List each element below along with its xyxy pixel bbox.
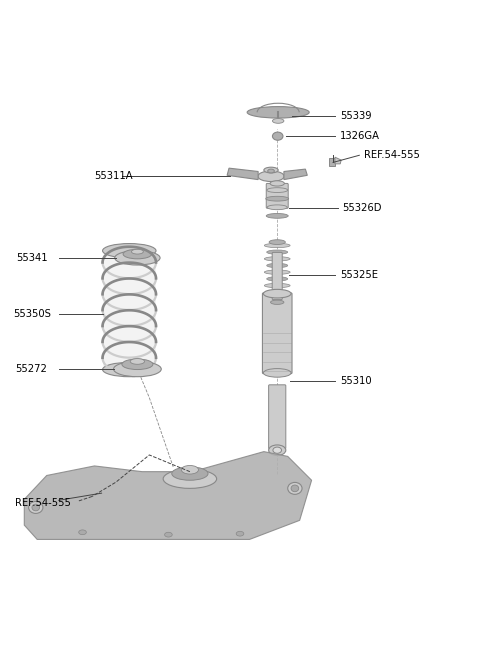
Text: 55341: 55341 (16, 253, 48, 263)
Ellipse shape (264, 270, 290, 275)
Ellipse shape (264, 369, 291, 377)
Ellipse shape (267, 188, 288, 193)
FancyBboxPatch shape (269, 385, 286, 449)
Ellipse shape (130, 359, 144, 364)
Ellipse shape (258, 171, 284, 181)
Ellipse shape (132, 249, 144, 254)
FancyBboxPatch shape (266, 183, 288, 208)
Ellipse shape (266, 214, 288, 218)
Ellipse shape (103, 244, 156, 258)
Ellipse shape (264, 167, 278, 173)
Text: 55311A: 55311A (95, 171, 133, 181)
Polygon shape (227, 168, 258, 179)
Ellipse shape (273, 118, 284, 124)
Text: 55339: 55339 (340, 111, 372, 121)
Polygon shape (284, 169, 307, 179)
Polygon shape (24, 451, 312, 539)
Bar (103, 254, 156, 366)
Ellipse shape (115, 251, 160, 265)
Polygon shape (335, 157, 341, 164)
Polygon shape (329, 158, 335, 166)
Text: 55350S: 55350S (13, 309, 51, 319)
Ellipse shape (267, 290, 288, 294)
Ellipse shape (264, 297, 290, 301)
Ellipse shape (236, 532, 244, 536)
Ellipse shape (264, 243, 290, 248)
Ellipse shape (269, 240, 285, 244)
Ellipse shape (79, 530, 86, 535)
Ellipse shape (123, 249, 152, 259)
FancyBboxPatch shape (272, 252, 282, 300)
Ellipse shape (165, 532, 172, 537)
Ellipse shape (269, 445, 286, 455)
Text: 55272: 55272 (15, 364, 47, 374)
Ellipse shape (268, 169, 275, 173)
Ellipse shape (172, 467, 208, 480)
FancyBboxPatch shape (263, 293, 292, 374)
Ellipse shape (247, 106, 309, 118)
Ellipse shape (122, 359, 153, 369)
Ellipse shape (267, 277, 288, 281)
Ellipse shape (114, 361, 161, 376)
Ellipse shape (291, 485, 299, 491)
Ellipse shape (267, 250, 288, 254)
Ellipse shape (273, 132, 283, 140)
Text: 55325E: 55325E (340, 269, 378, 280)
Text: REF.54-555: REF.54-555 (364, 150, 420, 160)
Ellipse shape (273, 447, 281, 453)
Ellipse shape (288, 482, 302, 494)
Text: 1326GA: 1326GA (340, 131, 380, 141)
Ellipse shape (163, 469, 216, 488)
Text: 55310: 55310 (340, 376, 372, 386)
Ellipse shape (266, 196, 288, 201)
Text: REF.54-555: REF.54-555 (15, 498, 71, 508)
Ellipse shape (271, 300, 284, 304)
Ellipse shape (264, 289, 291, 298)
Ellipse shape (267, 263, 288, 267)
Ellipse shape (270, 181, 284, 186)
Ellipse shape (103, 363, 156, 376)
Ellipse shape (181, 465, 199, 474)
Text: 55326D: 55326D (343, 203, 382, 214)
Ellipse shape (29, 501, 43, 513)
Ellipse shape (264, 257, 290, 261)
Ellipse shape (267, 205, 287, 210)
Ellipse shape (264, 283, 290, 288)
Ellipse shape (32, 504, 39, 510)
